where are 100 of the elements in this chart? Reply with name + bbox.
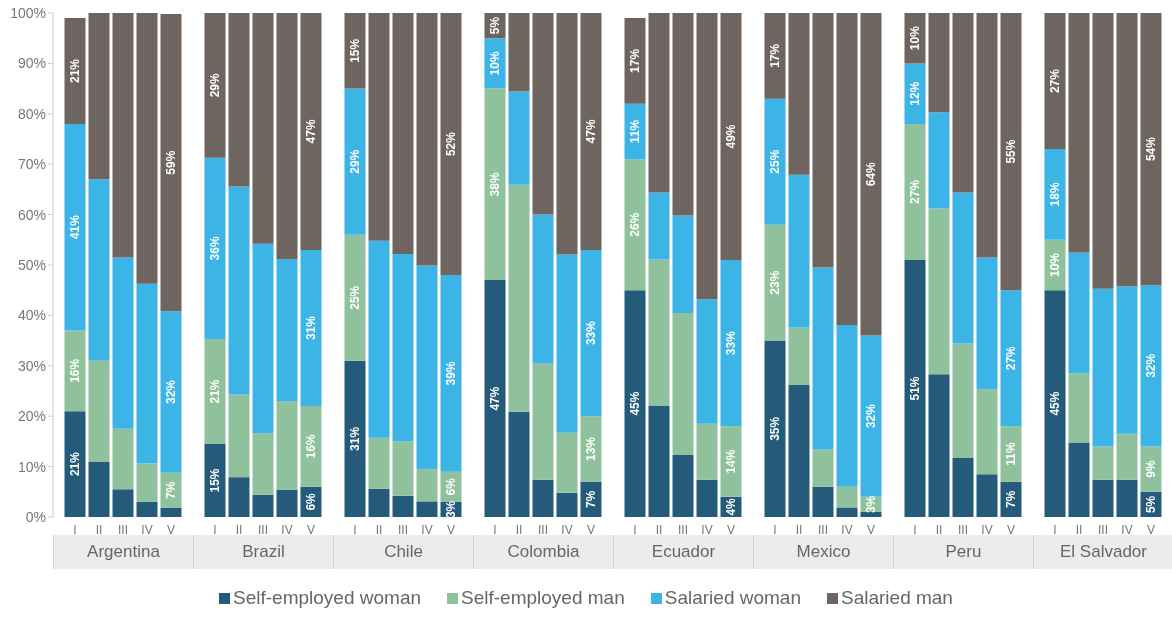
data-label: 7% (584, 490, 598, 509)
x-tick-label: V (166, 522, 176, 537)
data-label: 13% (584, 436, 598, 461)
x-tick-label: III (117, 522, 129, 537)
bar (532, 214, 554, 364)
y-tick-label: 10% (17, 458, 46, 475)
x-tick-label: II (1075, 522, 1083, 537)
bar (556, 432, 578, 493)
bar (812, 267, 834, 450)
bar (1116, 433, 1138, 480)
bar (788, 13, 810, 175)
data-label: 23% (768, 270, 782, 295)
bar (300, 249, 322, 407)
data-label: 31% (304, 315, 318, 341)
bar (788, 174, 810, 328)
x-tick-label: V (1006, 522, 1016, 537)
bar (976, 474, 998, 517)
data-label: 21% (208, 379, 222, 404)
y-tick-label: 90% (17, 55, 46, 72)
bar (860, 511, 882, 517)
bar (532, 13, 554, 215)
bar (204, 443, 226, 517)
bar (532, 363, 554, 480)
bar (1092, 479, 1114, 517)
data-label: 52% (444, 131, 458, 157)
bar (812, 13, 834, 268)
data-label: 51% (908, 376, 922, 401)
bar (88, 360, 110, 462)
bar (836, 13, 858, 325)
data-label: 29% (348, 149, 362, 174)
data-label: 16% (304, 434, 318, 459)
x-tick-label: II (655, 522, 663, 537)
bar (1000, 290, 1022, 427)
bar (812, 486, 834, 517)
bar (720, 259, 742, 427)
data-label: 3% (864, 495, 878, 514)
x-tick-label: II (375, 522, 383, 537)
bar (952, 343, 974, 459)
data-label: 3% (444, 500, 458, 519)
x-tick-label: IV (141, 522, 153, 537)
x-tick-label: V (1146, 522, 1156, 537)
bar (440, 13, 462, 276)
data-label: 15% (208, 468, 222, 493)
bar (696, 299, 718, 424)
x-tick-label: I (773, 522, 777, 537)
data-label: 7% (1004, 490, 1018, 509)
data-label: 11% (1004, 441, 1018, 466)
x-tick-label: IV (1121, 522, 1133, 537)
bar (64, 411, 86, 517)
bar (836, 507, 858, 517)
bar (1068, 13, 1090, 253)
bar (648, 259, 670, 406)
bar (416, 13, 438, 266)
x-tick-label: IV (701, 522, 713, 537)
data-label: 11% (628, 119, 642, 144)
data-label: 10% (908, 25, 922, 51)
bar (508, 91, 530, 185)
x-axis-title: Colombia (473, 535, 613, 569)
y-tick-label: 0% (25, 508, 46, 525)
bar (88, 179, 110, 361)
bar (416, 469, 438, 502)
data-label: 38% (488, 172, 502, 197)
data-label: 54% (1144, 136, 1158, 162)
x-tick-label: IV (981, 522, 993, 537)
bar (556, 13, 578, 255)
data-label: 29% (208, 72, 222, 98)
data-label: 5% (488, 16, 502, 35)
data-label: 27% (1048, 68, 1062, 94)
data-label: 35% (768, 416, 782, 441)
x-tick-label: III (397, 522, 409, 537)
bar (928, 208, 950, 375)
x-tick-label: III (817, 522, 829, 537)
bar (928, 112, 950, 209)
bar (276, 13, 298, 259)
x-axis-title: Peru (893, 535, 1033, 569)
bar (1116, 13, 1138, 287)
bar (368, 240, 390, 438)
bar (252, 243, 274, 434)
data-label: 32% (1144, 353, 1158, 378)
bar (764, 340, 786, 517)
y-tick-label: 20% (17, 408, 46, 425)
data-label: 47% (304, 119, 318, 144)
bar (252, 433, 274, 495)
data-label: 12% (908, 81, 922, 106)
bar (508, 13, 530, 92)
bar (228, 186, 250, 395)
data-label: 5% (1144, 495, 1158, 514)
bar (344, 88, 366, 235)
data-label: 25% (768, 149, 782, 174)
bar (276, 489, 298, 517)
bar (112, 489, 134, 517)
bar (160, 14, 182, 312)
bar (952, 458, 974, 517)
data-label: 31% (348, 426, 362, 451)
bar (64, 330, 86, 412)
x-tick-label: I (633, 522, 637, 537)
bar (928, 13, 950, 113)
data-label: 6% (304, 492, 318, 511)
data-label: 7% (164, 481, 178, 499)
data-label: 6% (444, 477, 458, 496)
